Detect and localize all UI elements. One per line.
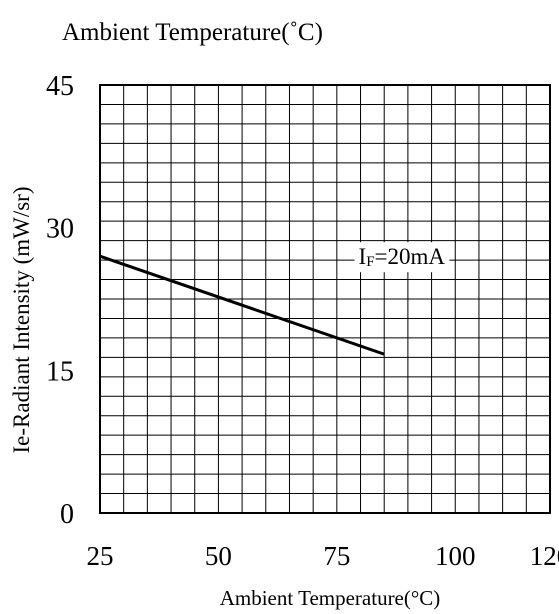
y-tick-label: 45 (46, 71, 74, 102)
x-tick-label: 50 (205, 541, 232, 571)
series-lines (99, 254, 385, 356)
annotation-prefix: I (359, 244, 367, 269)
x-tick-label: 120 (530, 541, 559, 571)
annotation-suffix: =20mA (375, 244, 446, 269)
annotation-background (354, 242, 450, 273)
annotation-subscript: F (366, 254, 374, 270)
annotation-label: IF=20mA (359, 244, 446, 270)
plot-frame (99, 84, 551, 514)
x-tick-label: 75 (323, 541, 350, 571)
x-tick-label: 100 (435, 541, 476, 571)
y-tick-label: 30 (46, 214, 74, 245)
y-tick-label: 0 (60, 499, 74, 530)
chart-title: Ambient Temperature(˚C) (62, 19, 323, 46)
x-tick-label: 25 (87, 541, 114, 571)
y-axis-label: Ie-Radiant Intensity (mW/sr) (9, 187, 34, 454)
tick-labels: 25 50 75 100 120 0 15 30 45 (46, 71, 559, 571)
y-tick-label: 15 (46, 356, 74, 387)
series-line (99, 254, 385, 356)
x-axis-label: Ambient Temperature(°C) (220, 586, 441, 610)
grid (99, 84, 551, 514)
annotation: IF=20mA (354, 242, 450, 273)
